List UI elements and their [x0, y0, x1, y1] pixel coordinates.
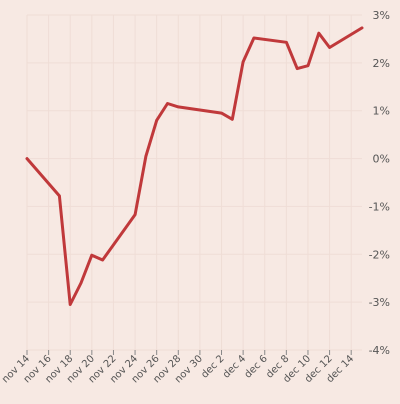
- y-tick-label: 0%: [373, 153, 390, 166]
- data-point: [328, 46, 331, 49]
- data-point: [144, 154, 148, 158]
- series-layer: [25, 26, 364, 306]
- data-point: [285, 41, 288, 44]
- y-tick-label: -3%: [369, 296, 390, 309]
- data-point: [241, 60, 245, 64]
- data-point: [306, 64, 310, 67]
- x-tick-label: dec 4: [221, 353, 248, 380]
- data-point: [133, 213, 137, 216]
- x-tick-label: dec 2: [199, 353, 226, 380]
- y-tick-label: -2%: [369, 248, 390, 261]
- data-point: [220, 111, 223, 115]
- data-point: [166, 102, 169, 105]
- data-point: [231, 118, 234, 121]
- data-point: [155, 119, 158, 122]
- y-tick-label: 1%: [373, 105, 390, 118]
- data-point: [317, 31, 320, 35]
- data-point: [58, 194, 61, 198]
- y-tick-label: 3%: [373, 9, 390, 22]
- data-point: [177, 105, 180, 109]
- data-point: [90, 254, 94, 257]
- y-tick-label: -1%: [369, 200, 390, 213]
- data-point: [69, 303, 72, 306]
- y-tick-label: 2%: [373, 57, 390, 70]
- series-line: [25, 26, 364, 306]
- data-point: [79, 281, 83, 285]
- x-tick-label: dec 6: [243, 353, 270, 380]
- y-axis-ticks: 3% 2% 1% 0% -1% -2% -3% -4%: [369, 9, 390, 357]
- data-point: [252, 36, 256, 40]
- data-point: [295, 67, 299, 70]
- data-point: [360, 26, 364, 30]
- grid: [26, 14, 362, 355]
- y-tick-label: -4%: [369, 344, 390, 357]
- data-point: [25, 157, 29, 160]
- data-point: [101, 258, 104, 262]
